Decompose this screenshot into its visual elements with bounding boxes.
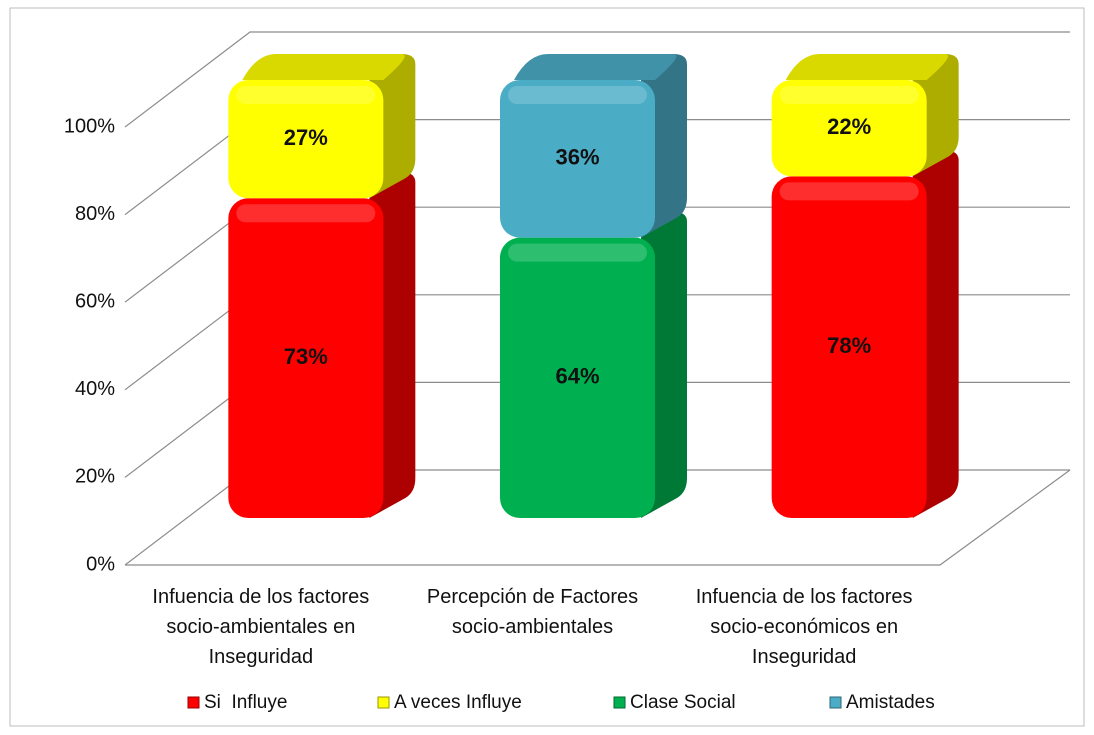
bar bbox=[500, 80, 655, 238]
bar-top bbox=[785, 54, 949, 80]
grid-line bbox=[124, 31, 1070, 128]
x-tick-label: Infuencia de los factores socio-económic… bbox=[695, 586, 913, 668]
data-label: 36% bbox=[555, 145, 599, 170]
legend-label: A veces Influye bbox=[394, 692, 522, 713]
legend-label: Si Influye bbox=[204, 692, 287, 713]
legend-label: Amistades bbox=[846, 692, 935, 713]
y-tick-label: 60% bbox=[75, 290, 115, 312]
y-tick-label: 40% bbox=[75, 378, 115, 400]
data-label: 78% bbox=[827, 333, 871, 358]
y-tick-label: 100% bbox=[64, 115, 115, 137]
y-tick-label: 20% bbox=[75, 466, 115, 488]
bar-top bbox=[514, 54, 677, 80]
legend-label: Clase Social bbox=[630, 692, 736, 713]
bar-highlight bbox=[779, 182, 919, 201]
bar-top bbox=[242, 54, 405, 80]
data-label: 27% bbox=[284, 125, 328, 150]
bar-highlight bbox=[236, 86, 376, 104]
data-label: 73% bbox=[284, 344, 328, 369]
bar bbox=[771, 176, 927, 519]
legend-swatch bbox=[613, 696, 626, 709]
y-tick-label: 0% bbox=[86, 553, 115, 575]
data-label: 22% bbox=[827, 114, 871, 139]
x-tick-label: Infuencia de los factores socio-ambienta… bbox=[152, 586, 370, 668]
floor bbox=[125, 469, 1071, 566]
legend-swatch bbox=[377, 696, 390, 709]
bar-highlight bbox=[779, 86, 919, 104]
y-tick-label: 80% bbox=[75, 203, 115, 225]
bar bbox=[228, 80, 384, 199]
x-tick-label: Percepción de Factores socio-ambientales bbox=[426, 586, 639, 638]
bar-highlight bbox=[508, 243, 647, 262]
bar-highlight bbox=[236, 204, 376, 223]
bar-highlight bbox=[508, 86, 647, 104]
legend-swatch bbox=[829, 696, 842, 709]
legend-swatch bbox=[187, 696, 200, 709]
data-label: 64% bbox=[555, 364, 599, 389]
bar bbox=[500, 237, 655, 518]
bar bbox=[228, 198, 384, 518]
bar bbox=[771, 80, 927, 177]
